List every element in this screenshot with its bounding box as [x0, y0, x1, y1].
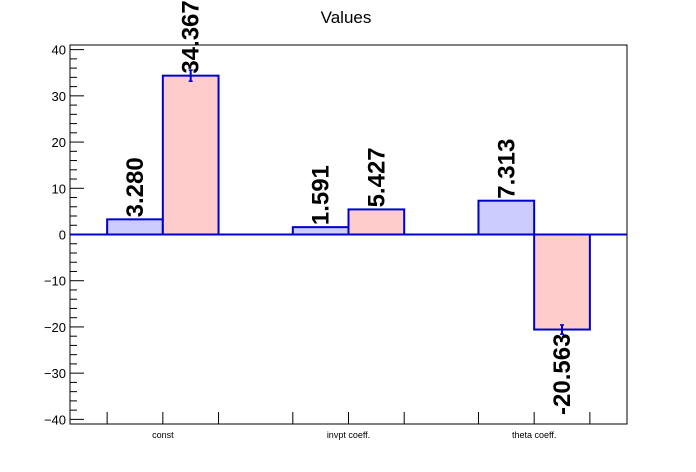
value-label: 7.313 [493, 139, 520, 199]
value-labels: 3.280 1.591 7.313 34.367 5.427 -20.563 [122, 0, 576, 415]
bar-series2-2 [533, 233, 591, 331]
y-tick-label: −30 [44, 366, 66, 381]
x-category-label: theta coeff. [512, 430, 556, 440]
y-tick-label: 0 [59, 228, 66, 243]
x-axis: const invpt coeff. theta coeff. [106, 412, 591, 440]
value-label: 1.591 [308, 165, 335, 225]
bar-series1-1 [291, 226, 350, 236]
value-label: 34.367 [178, 0, 205, 73]
y-tick-label: −40 [44, 412, 66, 427]
value-label: 3.280 [122, 157, 149, 217]
value-label: -20.563 [549, 334, 576, 415]
chart-title: Values [321, 8, 372, 27]
bar-series1-0 [106, 218, 164, 236]
y-tick-label: 20 [52, 135, 66, 150]
y-tick-label: 10 [52, 181, 66, 196]
y-tick-label: 30 [52, 89, 66, 104]
y-tick-label: 40 [52, 43, 66, 58]
x-category-label: const [152, 430, 174, 440]
bar-series1-2 [477, 199, 536, 236]
bar-series2-1 [347, 208, 406, 236]
bar-series2-0 [161, 74, 220, 236]
x-category-label: invpt coeff. [327, 430, 370, 440]
value-label: 5.427 [363, 147, 390, 207]
y-tick-label: −10 [44, 274, 66, 289]
y-tick-label: −20 [44, 320, 66, 335]
bars [70, 69, 627, 335]
y-axis: 40 30 20 10 0 −10 −20 −30 −40 [44, 43, 84, 427]
